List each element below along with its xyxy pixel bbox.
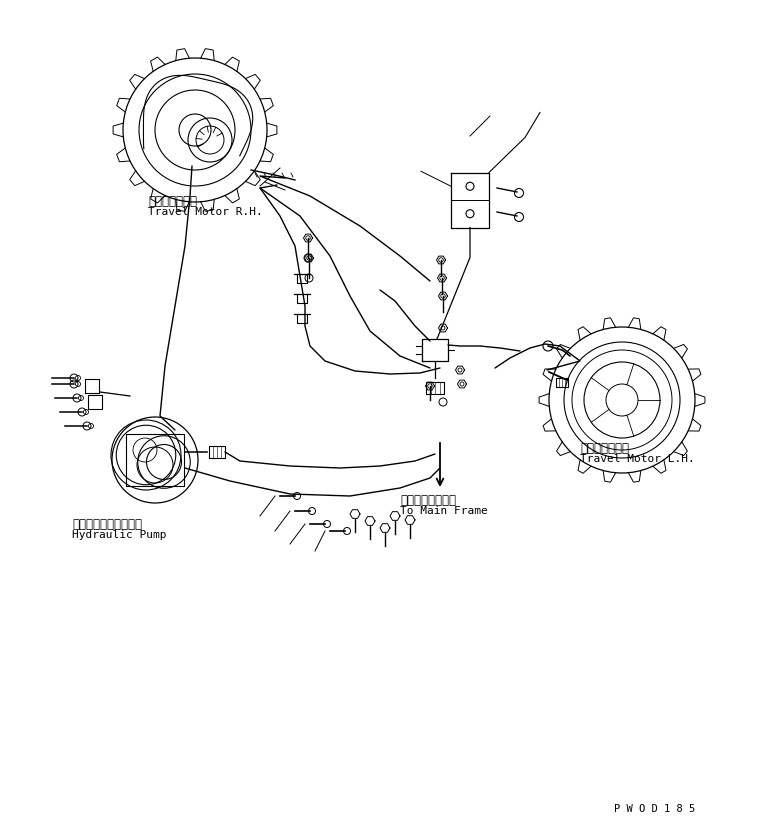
Text: P W O D 1 8 5: P W O D 1 8 5 <box>614 804 695 814</box>
Text: To Main Frame: To Main Frame <box>400 506 487 516</box>
Text: 走行モータ　左: 走行モータ 左 <box>580 442 629 455</box>
Text: メインフレームヘ: メインフレームヘ <box>400 494 456 507</box>
Text: Hydraulic Pump: Hydraulic Pump <box>72 530 167 540</box>
Text: Travel Motor L.H.: Travel Motor L.H. <box>580 454 695 464</box>
Text: ハイドロリックポンプ: ハイドロリックポンプ <box>72 518 142 531</box>
Text: Travel Motor R.H.: Travel Motor R.H. <box>148 207 263 217</box>
Text: 走行モータ　右: 走行モータ 右 <box>148 195 197 208</box>
